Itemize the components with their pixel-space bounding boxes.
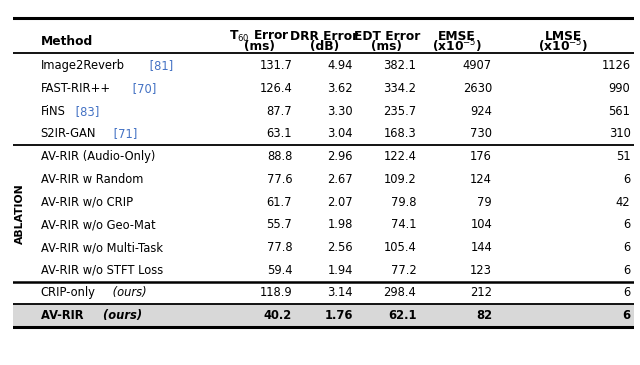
Text: 74.1: 74.1 [391,218,417,231]
Text: 77.8: 77.8 [266,241,292,254]
Text: 382.1: 382.1 [383,59,417,72]
Text: 6: 6 [623,173,630,186]
Text: 176: 176 [470,150,492,163]
Text: 561: 561 [609,105,630,118]
Text: 730: 730 [470,127,492,141]
Text: 6: 6 [623,241,630,254]
Text: [70]: [70] [129,82,156,95]
Text: 6: 6 [623,218,630,231]
Text: 298.4: 298.4 [383,287,417,299]
Text: 82: 82 [476,309,492,322]
Text: 79.8: 79.8 [391,196,417,208]
Text: 77.6: 77.6 [266,173,292,186]
Text: (x10$^{-5}$): (x10$^{-5}$) [538,38,588,55]
Text: (dB): (dB) [310,40,339,53]
Text: EDT Error: EDT Error [354,30,420,43]
Text: CRIP-only: CRIP-only [41,287,95,299]
Text: 3.04: 3.04 [328,127,353,141]
Text: (ms): (ms) [244,40,275,53]
Text: AV-RIR w Random: AV-RIR w Random [41,173,143,186]
Text: FiNS: FiNS [41,105,66,118]
Text: (ours): (ours) [99,309,142,322]
Text: 87.7: 87.7 [266,105,292,118]
Text: 168.3: 168.3 [383,127,417,141]
Text: 144: 144 [470,241,492,254]
Text: 6: 6 [622,309,630,322]
Text: S2IR-GAN: S2IR-GAN [41,127,96,141]
Text: [83]: [83] [72,105,99,118]
Text: 2.96: 2.96 [328,150,353,163]
Text: 1.94: 1.94 [328,264,353,277]
Text: 212: 212 [470,287,492,299]
Text: 123: 123 [470,264,492,277]
Text: 124: 124 [470,173,492,186]
Text: ABLATION: ABLATION [15,183,25,244]
Text: 59.4: 59.4 [267,264,292,277]
Bar [13,304,634,327]
Text: 2.07: 2.07 [328,196,353,208]
Text: 109.2: 109.2 [383,173,417,186]
Text: 2.56: 2.56 [328,241,353,254]
Text: 118.9: 118.9 [260,287,292,299]
Text: 40.2: 40.2 [264,309,292,322]
Text: 310: 310 [609,127,630,141]
Text: 88.8: 88.8 [267,150,292,163]
Text: 77.2: 77.2 [390,264,417,277]
Text: 235.7: 235.7 [383,105,417,118]
Text: AV-RIR w/o Geo-Mat: AV-RIR w/o Geo-Mat [41,218,156,231]
Text: 104: 104 [470,218,492,231]
Text: 3.30: 3.30 [328,105,353,118]
Text: (ms): (ms) [371,40,403,53]
Text: 2.67: 2.67 [328,173,353,186]
Text: EMSE: EMSE [438,30,476,43]
Text: 3.14: 3.14 [328,287,353,299]
Text: Image2Reverb: Image2Reverb [41,59,125,72]
Text: AV-RIR w/o STFT Loss: AV-RIR w/o STFT Loss [41,264,163,277]
Text: (ours): (ours) [109,287,147,299]
Text: T$_{60}$ Error: T$_{60}$ Error [229,29,290,44]
Text: 990: 990 [609,82,630,95]
Text: Method: Method [41,35,93,48]
Text: 4907: 4907 [463,59,492,72]
Text: 334.2: 334.2 [383,82,417,95]
Text: AV-RIR: AV-RIR [41,309,87,322]
Text: 131.7: 131.7 [259,59,292,72]
Text: 126.4: 126.4 [259,82,292,95]
Text: DRR Error: DRR Error [290,30,358,43]
Text: 62.1: 62.1 [388,309,417,322]
Text: 79: 79 [477,196,492,208]
Text: 4.94: 4.94 [328,59,353,72]
Text: 6: 6 [623,287,630,299]
Text: (x10$^{-5}$): (x10$^{-5}$) [431,38,482,55]
Text: 1.98: 1.98 [328,218,353,231]
Text: [71]: [71] [110,127,138,141]
Text: 1126: 1126 [602,59,630,72]
Text: 55.7: 55.7 [266,218,292,231]
Text: 2630: 2630 [463,82,492,95]
Text: 51: 51 [616,150,630,163]
Text: 1.76: 1.76 [324,309,353,322]
Text: 105.4: 105.4 [383,241,417,254]
Text: AV-RIR w/o Multi-Task: AV-RIR w/o Multi-Task [41,241,163,254]
Text: 924: 924 [470,105,492,118]
Text: 6: 6 [623,264,630,277]
Text: AV-RIR w/o CRIP: AV-RIR w/o CRIP [41,196,133,208]
Text: 42: 42 [616,196,630,208]
Text: FAST-RIR++: FAST-RIR++ [41,82,111,95]
Text: LMSE: LMSE [545,30,582,43]
Text: AV-RIR (Audio-Only): AV-RIR (Audio-Only) [41,150,155,163]
Text: 63.1: 63.1 [267,127,292,141]
Text: 122.4: 122.4 [383,150,417,163]
Text: [81]: [81] [146,59,173,72]
Text: 61.7: 61.7 [267,196,292,208]
Text: 3.62: 3.62 [328,82,353,95]
